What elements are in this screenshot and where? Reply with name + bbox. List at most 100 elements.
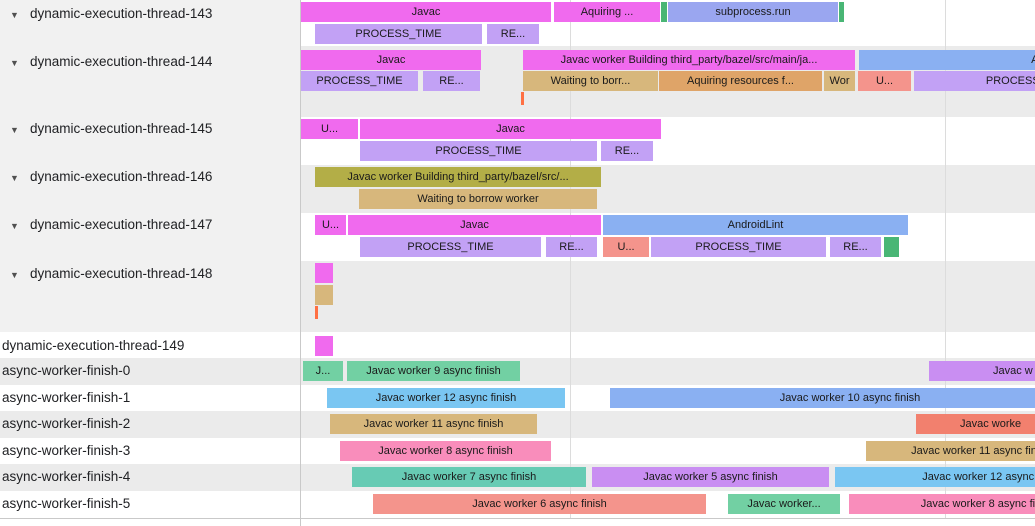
trace-slice[interactable] bbox=[661, 2, 667, 22]
trace-slice[interactable]: Javac worker 5 async finish bbox=[592, 467, 829, 487]
collapse-arrow-icon[interactable]: ▼ bbox=[10, 125, 19, 135]
slice-label: J... bbox=[315, 365, 331, 377]
trace-slice[interactable]: PROCESS_TIME bbox=[914, 71, 1035, 91]
timeline-gridline bbox=[570, 0, 571, 518]
trace-slice[interactable]: Javac worker 8 async finish bbox=[849, 494, 1035, 514]
trace-slice[interactable]: subprocess.run bbox=[668, 2, 838, 22]
track-name: async-worker-finish-3 bbox=[2, 443, 131, 458]
trace-slice[interactable]: Javac worker 10 async finish bbox=[610, 388, 1035, 408]
track-label-row[interactable]: async-worker-finish-3 bbox=[0, 441, 300, 461]
collapse-arrow-icon[interactable]: ▼ bbox=[10, 221, 19, 231]
slice-label: Javac worker 6 async finish bbox=[472, 498, 607, 510]
instant-event-marker[interactable] bbox=[521, 92, 524, 105]
track-label-row[interactable]: async-worker-finish-0 bbox=[0, 361, 300, 381]
trace-slice[interactable]: Aquiring ... bbox=[554, 2, 660, 22]
slice-label: PROCESS_TIME bbox=[985, 75, 1035, 87]
trace-slice[interactable]: Javac worker 9 async finish bbox=[347, 361, 520, 381]
trace-slice[interactable]: Javac worker Building third_party/bazel/… bbox=[523, 50, 855, 70]
trace-slice[interactable]: RE... bbox=[487, 24, 539, 44]
trace-slice[interactable]: Javac worker 11 async finish bbox=[866, 441, 1035, 461]
slice-label: Javac worker 8 async finish bbox=[378, 445, 513, 457]
slice-label: RE... bbox=[500, 28, 526, 40]
track-name: async-worker-finish-4 bbox=[2, 469, 131, 484]
track-label-row[interactable]: ▼ dynamic-execution-thread-143 bbox=[0, 4, 300, 24]
track-name: dynamic-execution-thread-143 bbox=[30, 6, 213, 21]
slice-label: Javac worker 12 async finish bbox=[922, 471, 1035, 483]
trace-slice[interactable]: Javac w bbox=[929, 361, 1035, 381]
trace-slice[interactable]: RE... bbox=[546, 237, 597, 257]
track-name: dynamic-execution-thread-145 bbox=[30, 121, 213, 136]
trace-slice[interactable]: Javac bbox=[301, 2, 551, 22]
trace-slice[interactable]: PROCESS_TIME bbox=[315, 24, 482, 44]
trace-slice[interactable]: Javac worke bbox=[916, 414, 1035, 434]
track-name: dynamic-execution-thread-144 bbox=[30, 54, 213, 69]
slice-label: Wor bbox=[829, 75, 850, 87]
trace-slice[interactable]: U... bbox=[858, 71, 911, 91]
track-label-row[interactable]: ▼ dynamic-execution-thread-146 bbox=[0, 167, 300, 187]
trace-slice[interactable]: Javac worker 7 async finish bbox=[352, 467, 586, 487]
trace-slice[interactable]: PROCESS_TIME bbox=[301, 71, 418, 91]
track-label-row[interactable]: ▼ dynamic-execution-thread-147 bbox=[0, 215, 300, 235]
instant-event-marker[interactable] bbox=[315, 306, 318, 319]
slice-label: Javac worker 12 async finish bbox=[375, 392, 517, 404]
trace-slice[interactable]: PROCESS_TIME bbox=[360, 141, 597, 161]
collapse-arrow-icon[interactable]: ▼ bbox=[10, 173, 19, 183]
track-label-row[interactable]: async-worker-finish-2 bbox=[0, 414, 300, 434]
trace-slice[interactable] bbox=[315, 285, 333, 305]
collapse-arrow-icon[interactable]: ▼ bbox=[10, 270, 19, 280]
slice-label: Javac worker... bbox=[747, 498, 821, 510]
track-label-row[interactable]: async-worker-finish-4 bbox=[0, 467, 300, 487]
trace-slice[interactable]: PROCESS_TIME bbox=[651, 237, 826, 257]
trace-slice[interactable]: J... bbox=[303, 361, 343, 381]
track-band bbox=[0, 332, 1035, 358]
track-name: dynamic-execution-thread-148 bbox=[30, 266, 213, 281]
track-label-row[interactable]: dynamic-execution-thread-149 bbox=[0, 336, 300, 356]
trace-slice[interactable]: Javac worker 11 async finish bbox=[330, 414, 537, 434]
slice-label: Aquiring ... bbox=[580, 6, 634, 18]
slice-label: Waiting to borr... bbox=[550, 75, 631, 87]
trace-slice[interactable]: Javac worker... bbox=[728, 494, 840, 514]
trace-slice[interactable]: U... bbox=[315, 215, 346, 235]
trace-slice[interactable] bbox=[315, 336, 333, 356]
slice-label: RE... bbox=[559, 241, 584, 253]
collapse-arrow-icon[interactable]: ▼ bbox=[10, 58, 19, 68]
trace-slice[interactable] bbox=[884, 237, 899, 257]
track-label-row[interactable]: async-worker-finish-1 bbox=[0, 388, 300, 408]
track-label-row[interactable]: async-worker-finish-5 bbox=[0, 494, 300, 514]
trace-slice[interactable]: Waiting to borrow worker bbox=[359, 189, 597, 209]
trace-slice[interactable]: Javac bbox=[348, 215, 601, 235]
track-label-row[interactable]: ▼ dynamic-execution-thread-148 bbox=[0, 264, 300, 284]
slice-label: Javac bbox=[376, 54, 406, 66]
trace-slice[interactable]: RE... bbox=[601, 141, 653, 161]
trace-slice[interactable]: AndroidLint bbox=[859, 50, 1035, 70]
track-name: dynamic-execution-thread-147 bbox=[30, 217, 213, 232]
timeline-gridline bbox=[945, 0, 946, 518]
trace-slice[interactable]: Waiting to borr... bbox=[523, 71, 658, 91]
trace-slice[interactable]: Javac worker 8 async finish bbox=[340, 441, 551, 461]
slice-label: U... bbox=[321, 219, 340, 231]
trace-slice[interactable]: Javac worker 12 async finish bbox=[327, 388, 565, 408]
trace-slice[interactable]: U... bbox=[301, 119, 358, 139]
track-shelf bbox=[0, 0, 300, 332]
collapse-arrow-icon[interactable]: ▼ bbox=[10, 10, 19, 20]
trace-slice[interactable]: Javac worker 12 async finish bbox=[835, 467, 1035, 487]
trace-slice[interactable]: PROCESS_TIME bbox=[360, 237, 541, 257]
track-label-row[interactable]: ▼ dynamic-execution-thread-145 bbox=[0, 119, 300, 139]
slice-label: U... bbox=[875, 75, 894, 87]
trace-slice[interactable]: Wor bbox=[824, 71, 855, 91]
trace-slice[interactable]: RE... bbox=[830, 237, 881, 257]
trace-slice[interactable]: Aquiring resources f... bbox=[659, 71, 822, 91]
trace-slice[interactable]: AndroidLint bbox=[603, 215, 908, 235]
slice-label: U... bbox=[320, 123, 339, 135]
track-label-row[interactable]: ▼ dynamic-execution-thread-144 bbox=[0, 52, 300, 72]
trace-slice[interactable] bbox=[839, 2, 844, 22]
sidebar-border bbox=[300, 0, 301, 526]
trace-slice[interactable]: Javac bbox=[301, 50, 481, 70]
trace-slice[interactable]: RE... bbox=[423, 71, 480, 91]
slice-label: PROCESS_TIME bbox=[407, 241, 494, 253]
trace-slice[interactable]: Javac worker 6 async finish bbox=[373, 494, 706, 514]
trace-slice[interactable]: U... bbox=[603, 237, 649, 257]
trace-slice[interactable]: Javac worker Building third_party/bazel/… bbox=[315, 167, 601, 187]
trace-slice[interactable]: Javac bbox=[360, 119, 661, 139]
trace-slice[interactable] bbox=[315, 263, 333, 283]
